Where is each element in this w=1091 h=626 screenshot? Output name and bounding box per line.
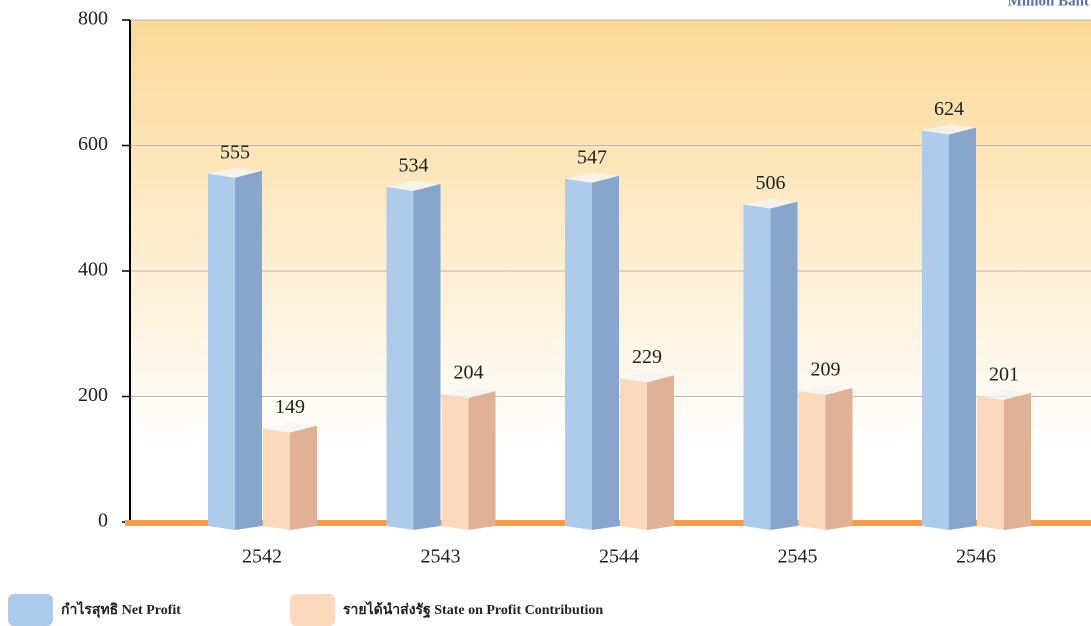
value-label: 201 <box>989 363 1019 385</box>
x-tick-label: 2544 <box>599 546 639 568</box>
bar-top <box>441 387 496 398</box>
x-tick-label: 2542 <box>242 546 282 568</box>
bar <box>977 395 1004 530</box>
value-label: 506 <box>756 172 786 194</box>
x-tick-label: 2545 <box>778 546 818 568</box>
bar-top <box>565 172 619 183</box>
bar-side <box>825 387 853 530</box>
y-tick-label: 0 <box>98 510 108 532</box>
bar-top <box>743 198 798 209</box>
legend-swatch <box>8 594 53 626</box>
bar-top <box>386 180 441 191</box>
value-label: 229 <box>632 346 662 368</box>
bar-top <box>922 124 976 135</box>
bar-side <box>468 390 496 530</box>
y-tick-label: 400 <box>78 259 108 281</box>
bar-side <box>1004 392 1031 530</box>
bar <box>620 378 647 530</box>
x-tick-label: 2543 <box>421 546 461 568</box>
bar-side <box>413 183 441 531</box>
bar-top <box>798 384 853 395</box>
y-tick-label: 800 <box>78 8 108 30</box>
unit-label: Million Baht <box>1008 0 1089 9</box>
value-label: 209 <box>811 358 841 380</box>
value-label: 149 <box>275 396 305 418</box>
bar-top <box>620 372 674 383</box>
bar <box>798 390 826 530</box>
bar-side <box>647 375 674 530</box>
y-tick-label: 200 <box>78 384 108 406</box>
bar <box>441 393 469 530</box>
value-label: 547 <box>577 146 607 168</box>
bar-top <box>208 167 262 178</box>
bar-side <box>949 127 976 530</box>
legend-swatch <box>290 594 335 626</box>
value-label: 204 <box>454 362 484 384</box>
bar <box>386 186 414 531</box>
bar-top <box>263 422 317 433</box>
bar <box>922 130 949 530</box>
value-label: 534 <box>399 155 429 177</box>
bar <box>743 204 771 531</box>
bar <box>263 428 290 530</box>
bar-side <box>592 175 619 530</box>
legend-label: รายได้นำส่งรัฐ State on Profit Contribut… <box>343 600 603 619</box>
bar-top <box>977 389 1031 400</box>
bar <box>208 173 235 531</box>
value-label: 624 <box>934 98 964 120</box>
y-tick-label: 600 <box>78 133 108 155</box>
legend-label: กำไรสุทธิ Net Profit <box>61 600 181 618</box>
bar-side <box>235 170 262 531</box>
bar-side <box>770 201 798 531</box>
bar <box>565 178 592 530</box>
bar-side <box>290 425 317 530</box>
value-label: 555 <box>220 141 250 163</box>
x-tick-label: 2546 <box>956 546 996 568</box>
